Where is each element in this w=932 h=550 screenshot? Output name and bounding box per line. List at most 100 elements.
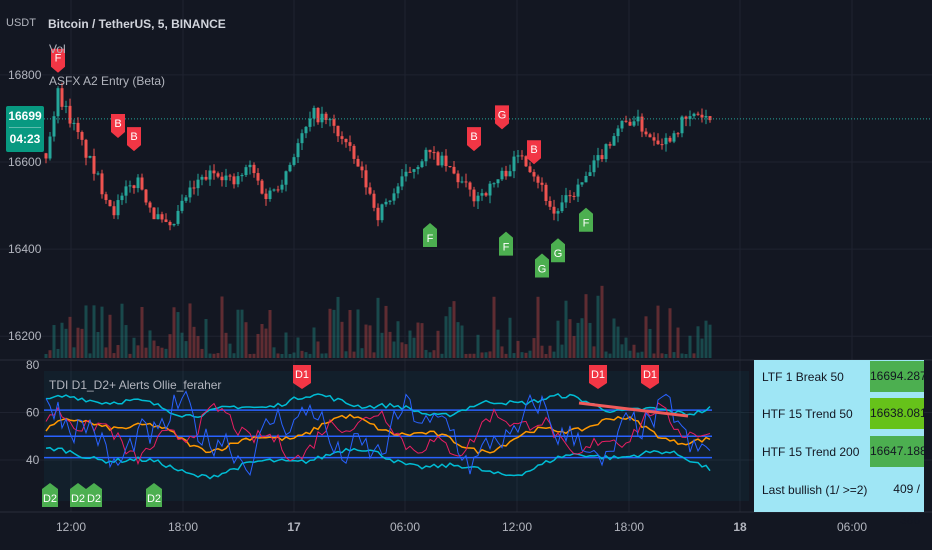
volume-bar xyxy=(484,352,488,358)
volume-bar xyxy=(76,327,80,358)
candle-body xyxy=(496,179,500,184)
volume-bar xyxy=(376,297,380,358)
sell-marker: G xyxy=(495,105,509,130)
volume-bar xyxy=(508,317,512,358)
symbol-title[interactable]: Bitcoin / TetherUS, 5, BINANCE xyxy=(48,17,226,31)
volume-bar xyxy=(448,306,452,358)
candle-body xyxy=(60,88,64,107)
candle-body xyxy=(280,184,284,190)
volume-bar xyxy=(424,349,428,358)
candle-body xyxy=(300,133,304,144)
candle-body xyxy=(536,176,540,183)
volume-bar xyxy=(660,353,664,358)
stats-value: 16647.188 xyxy=(870,436,927,467)
volume-bar xyxy=(548,345,552,358)
volume-bar xyxy=(112,353,116,358)
volume-bar xyxy=(664,353,668,358)
volume-bar xyxy=(372,352,376,358)
volume-bar xyxy=(684,353,688,358)
candle-body xyxy=(708,116,712,121)
volume-bar xyxy=(432,350,436,358)
candle-body xyxy=(460,181,464,183)
volume-bar xyxy=(300,350,304,358)
candle-body xyxy=(692,113,696,117)
volume-bar xyxy=(388,331,392,358)
divergence-line xyxy=(578,401,689,418)
volume-bar xyxy=(284,332,288,358)
candle-body xyxy=(484,193,488,196)
buy-marker-label: F xyxy=(503,242,510,254)
volume-bar xyxy=(464,353,468,358)
candle-body xyxy=(584,176,588,183)
candle-body xyxy=(168,221,172,226)
price-axis-label: 16400 xyxy=(8,242,42,256)
candle-body xyxy=(276,189,280,191)
candle-body xyxy=(72,122,76,124)
candle-body xyxy=(464,181,468,183)
sell-marker-label: B xyxy=(530,144,537,156)
candle-body xyxy=(156,214,160,220)
candle-body xyxy=(544,184,548,202)
time-axis-label: 18 xyxy=(733,520,747,534)
volume-bar xyxy=(328,308,332,358)
candle-body xyxy=(316,107,320,123)
volume-bar xyxy=(472,353,476,358)
volume-bar xyxy=(640,351,644,358)
volume-bars xyxy=(44,285,712,358)
sell-marker-shape xyxy=(127,127,141,152)
price-axis-label: 16600 xyxy=(8,155,42,169)
volume-bar xyxy=(600,285,604,358)
volume-bar xyxy=(648,328,652,358)
candle-body xyxy=(176,210,180,224)
volume-bar xyxy=(104,347,108,358)
volume-bar xyxy=(204,319,208,358)
candle-body xyxy=(660,144,664,146)
volume-bar xyxy=(148,330,152,358)
candle-body xyxy=(68,105,72,124)
candle-body xyxy=(404,171,408,177)
sell-marker-shape xyxy=(467,127,481,152)
volume-bar xyxy=(596,295,600,358)
candle-body xyxy=(440,155,444,166)
volume-bar xyxy=(552,351,556,358)
candle-body xyxy=(184,197,188,201)
volume-bar xyxy=(644,316,648,358)
volume-label[interactable]: Vol xyxy=(49,42,66,56)
candle-body xyxy=(252,164,256,174)
last-price: 16699 xyxy=(8,109,42,123)
sell-marker-label: G xyxy=(498,109,507,121)
buy-marker-shape xyxy=(499,231,513,256)
volume-bar xyxy=(476,334,480,358)
volume-bar xyxy=(620,344,624,358)
candle-body xyxy=(120,195,124,201)
volume-bar xyxy=(576,322,580,358)
volume-bar xyxy=(652,353,656,358)
volume-bar xyxy=(120,303,124,358)
tdi-indicator-label[interactable]: TDI D1_D2+ Alerts Ollie_feraher xyxy=(49,378,222,392)
tdi-price-line xyxy=(45,402,711,466)
sell-marker-label: F xyxy=(55,53,62,65)
volume-bar xyxy=(80,328,84,358)
buy-marker: G xyxy=(551,238,565,263)
indicator-label[interactable]: ASFX A2 Entry (Beta) xyxy=(49,74,166,88)
candlestick-series xyxy=(44,82,932,231)
volume-bar xyxy=(348,309,352,358)
candle-body xyxy=(132,185,136,189)
volume-bar xyxy=(128,353,132,358)
candle-body xyxy=(352,145,356,159)
volume-bar xyxy=(384,305,388,358)
candle-body xyxy=(244,167,248,176)
sell-marker-label: B xyxy=(130,131,137,143)
volume-bar xyxy=(584,294,588,358)
candle-body xyxy=(620,120,624,129)
volume-bar xyxy=(196,336,200,358)
candle-body xyxy=(480,193,484,196)
candle-body xyxy=(196,179,200,189)
volume-bar xyxy=(624,337,628,358)
candle-body xyxy=(260,180,264,194)
candle-body xyxy=(400,176,404,187)
candle-body xyxy=(604,144,608,160)
sell-marker: B xyxy=(127,127,141,152)
candle-body xyxy=(228,175,232,177)
